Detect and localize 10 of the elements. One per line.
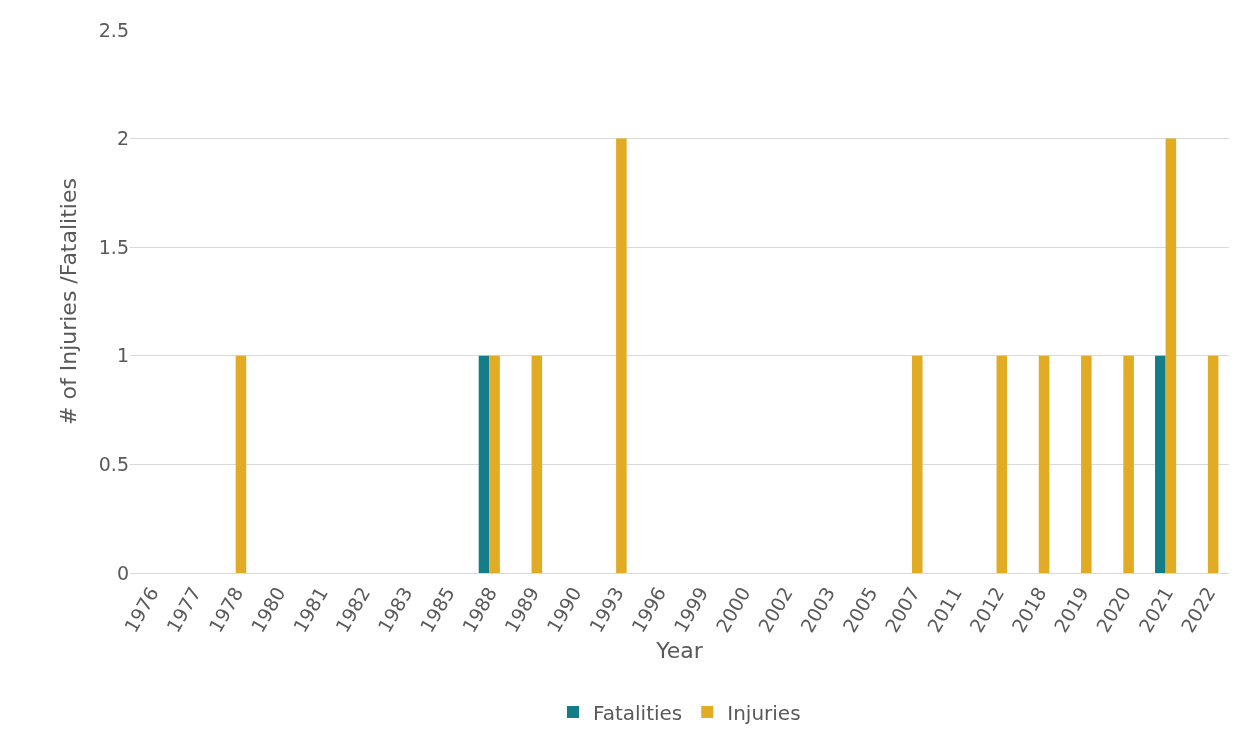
legend-label: Fatalities: [593, 700, 683, 725]
y-tick-label: 2.5: [98, 18, 129, 41]
legend-label: Injuries: [727, 700, 801, 725]
y-tick-label: 0: [116, 561, 129, 584]
y-tick-label: 2: [116, 127, 129, 150]
y-tick-label: 1: [116, 344, 129, 367]
x-axis-title: Year: [655, 637, 704, 663]
y-axis-title: # of Injuries /Fatalities: [56, 178, 81, 425]
y-tick-label: 1.5: [98, 235, 129, 258]
y-tick-label: 0.5: [98, 453, 129, 476]
